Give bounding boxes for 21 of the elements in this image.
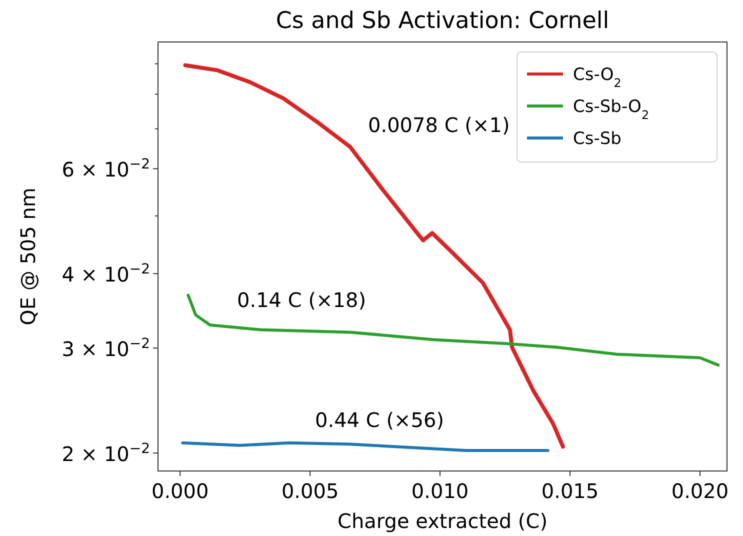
annotation: 0.44 C (×56): [315, 408, 444, 432]
x-tick-label: 0.020: [671, 479, 729, 503]
x-tick-label: 0.010: [411, 479, 469, 503]
line-series: [181, 441, 550, 452]
x-tick-label: 0.000: [151, 479, 209, 503]
y-tick-label: 6 × 10$^{−2}$: [62, 156, 150, 182]
y-tick-label: 3 × 10$^{−2}$: [62, 336, 150, 362]
annotation: 0.0078 C (×1): [368, 113, 510, 137]
y-tick-label: 4 × 10$^{−2}$: [62, 262, 150, 287]
legend-label: Cs-Sb: [573, 128, 622, 149]
x-axis-title: Charge extracted (C): [338, 509, 548, 533]
legend-label: Cs-O$_{2}$: [573, 64, 622, 90]
chart-title: Cs and Sb Activation: Cornell: [276, 8, 610, 34]
line-series: [186, 294, 720, 367]
line-series: [183, 63, 565, 449]
x-tick-label: 0.015: [541, 479, 599, 503]
x-tick-label: 0.005: [281, 479, 339, 503]
legend-label: Cs-Sb-O$_{2}$: [573, 96, 650, 122]
y-tick-label: 2 × 10$^{−2}$: [62, 441, 150, 466]
y-axis-title: QE @ 505 nm: [16, 188, 40, 326]
annotation: 0.14 C (×18): [237, 288, 366, 312]
